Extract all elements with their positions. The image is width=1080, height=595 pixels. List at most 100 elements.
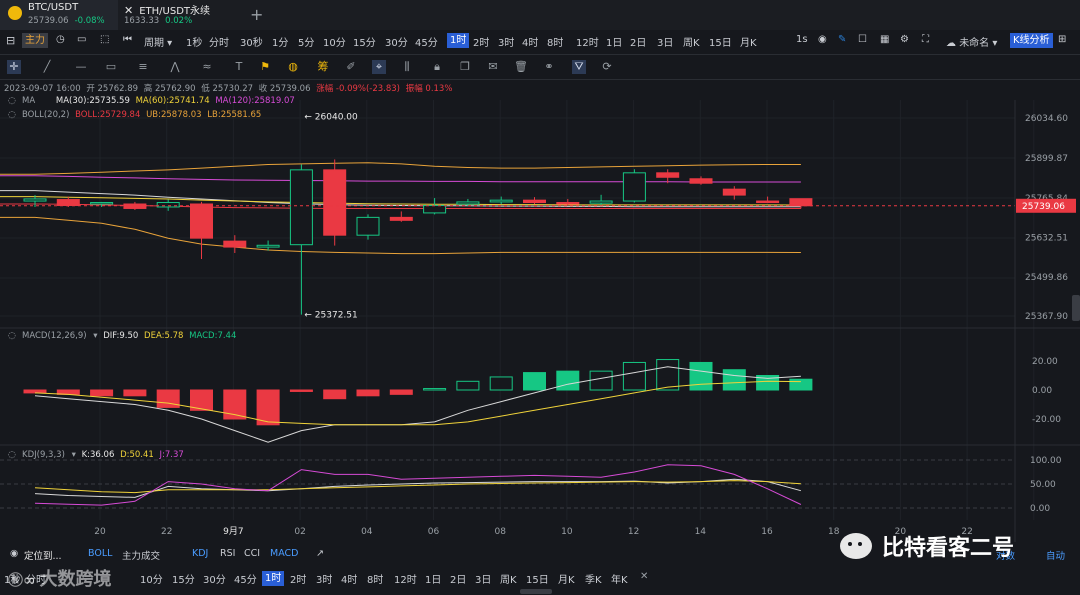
- trend-line-icon[interactable]: ╱: [43, 60, 51, 73]
- brush-icon[interactable]: ✐: [346, 60, 356, 73]
- interval-6[interactable]: 15分: [353, 38, 376, 49]
- settings-icon[interactable]: ⚙: [900, 34, 909, 45]
- camera-icon[interactable]: ◉: [818, 34, 827, 45]
- cloud-layout-dropdown[interactable]: ☁ 未命名 ▾: [946, 38, 998, 49]
- eye-icon[interactable]: ◌: [8, 110, 16, 120]
- expand-icon[interactable]: ⬚: [100, 34, 110, 45]
- bottom-interval-15[interactable]: 周K: [500, 575, 517, 586]
- locate-icon[interactable]: ◉: [10, 548, 19, 559]
- text-icon[interactable]: T: [235, 60, 243, 73]
- grid-icon[interactable]: ▦: [880, 34, 890, 45]
- indicator-rsi[interactable]: RSI: [220, 548, 236, 559]
- bottom-handle[interactable]: [520, 589, 552, 594]
- indicator-cci[interactable]: CCI: [244, 548, 261, 559]
- bottom-interval-9[interactable]: 4时: [341, 575, 358, 586]
- scroll-handle[interactable]: [1072, 295, 1080, 321]
- magnet-icon[interactable]: ⌖: [372, 60, 386, 74]
- interval-14[interactable]: 12时: [576, 38, 599, 49]
- bottom-interval-7[interactable]: 2时: [290, 575, 307, 586]
- clock-icon[interactable]: ◷: [56, 34, 65, 45]
- bottom-interval-13[interactable]: 2日: [450, 575, 467, 586]
- ma-legend[interactable]: MA MA(30):25735.59 MA(60):25741.74 MA(12…: [22, 96, 295, 106]
- lock-icon[interactable]: 🔒︎: [434, 60, 440, 73]
- close-icon[interactable]: ✕: [124, 4, 134, 17]
- interval-4[interactable]: 5分: [298, 38, 315, 49]
- tab-btc-usdt[interactable]: BTC/USDT 25739.06 -0.08%: [0, 0, 118, 30]
- bottom-interval-16[interactable]: 15日: [526, 575, 549, 586]
- gann-icon[interactable]: ◍: [288, 60, 298, 73]
- filter-icon[interactable]: ⛛: [572, 60, 586, 74]
- locate-button[interactable]: 定位到...: [24, 551, 62, 562]
- bottom-interval-17[interactable]: 月K: [558, 575, 575, 586]
- bottom-interval-11[interactable]: 12时: [394, 575, 417, 586]
- interval-16[interactable]: 2日: [630, 38, 647, 49]
- bottom-interval-6[interactable]: 1时: [262, 571, 285, 586]
- interval-8[interactable]: 45分: [415, 38, 438, 49]
- pen-icon[interactable]: ✎: [838, 34, 847, 45]
- bottom-interval-8[interactable]: 3时: [316, 575, 333, 586]
- interval-3[interactable]: 1分: [272, 38, 289, 49]
- bottom-interval-3[interactable]: 15分: [172, 575, 195, 586]
- fullscreen-icon[interactable]: ⛶: [922, 34, 929, 45]
- calendar-icon[interactable]: ▭: [77, 34, 87, 45]
- interval-7[interactable]: 30分: [385, 38, 408, 49]
- interval-13[interactable]: 8时: [547, 38, 564, 49]
- copy-icon[interactable]: ❐: [460, 60, 470, 73]
- bottom-interval-12[interactable]: 1日: [425, 575, 442, 586]
- delete-icon[interactable]: 🗑︎: [514, 60, 528, 73]
- boll-legend[interactable]: BOLL(20,2) BOLL:25729.84 UB:25878.03 LB:…: [22, 110, 261, 120]
- rewind-icon[interactable]: ⏮: [123, 34, 132, 45]
- wave-icon[interactable]: ≈: [202, 60, 212, 73]
- add-tab-icon[interactable]: +: [250, 5, 264, 24]
- interval-1[interactable]: 分时: [209, 38, 229, 49]
- bottom-interval-2[interactable]: 10分: [140, 575, 163, 586]
- layout-icon[interactable]: ⊟: [6, 34, 16, 47]
- pattern-icon[interactable]: 筹: [317, 60, 329, 73]
- fib-icon[interactable]: ⚑: [260, 60, 270, 73]
- bottom-interval-10[interactable]: 8时: [367, 575, 384, 586]
- main-force-button[interactable]: 主力: [22, 33, 48, 48]
- edit-indicator-icon[interactable]: ↗: [316, 548, 324, 559]
- bottom-interval-0[interactable]: 1秒: [4, 575, 21, 586]
- bottom-interval-4[interactable]: 30分: [203, 575, 226, 586]
- eye-icon[interactable]: ◌: [8, 331, 16, 341]
- bottom-interval-19[interactable]: 年K: [611, 575, 628, 586]
- link-icon[interactable]: ⚭: [544, 60, 554, 73]
- bottom-interval-18[interactable]: 季K: [585, 575, 602, 586]
- macd-legend[interactable]: MACD(12,26,9) ▾ DIF:9.50 DEA:5.78 MACD:7…: [22, 331, 236, 341]
- rectangle-icon[interactable]: ▭: [105, 60, 117, 73]
- indicator-macd[interactable]: MACD: [270, 548, 299, 559]
- kdj-legend[interactable]: KDJ(9,3,3) ▾ K:36.06 D:50.41 J:7.37: [22, 450, 184, 460]
- eye-icon[interactable]: ◌: [8, 96, 16, 106]
- one-second-toggle[interactable]: 1s: [796, 34, 808, 45]
- interval-20[interactable]: 月K: [740, 38, 757, 49]
- crosshair-icon[interactable]: ✛: [7, 60, 21, 74]
- indicator-main-volume[interactable]: 主力成交: [122, 551, 161, 562]
- refresh-icon[interactable]: ⟳: [602, 60, 612, 73]
- kline-chart[interactable]: ← 26040.00 ← 25372.51 26034.60 25899.87 257…: [0, 80, 1080, 542]
- note-icon[interactable]: ✉: [488, 60, 498, 73]
- interval-10[interactable]: 2时: [473, 38, 490, 49]
- interval-15[interactable]: 1日: [606, 38, 623, 49]
- tab-eth-usdt[interactable]: ✕ ETH/USDT永续 1633.33 0.02%: [118, 0, 243, 30]
- interval-18[interactable]: 周K: [683, 38, 700, 49]
- pitchfork-icon[interactable]: ⋀: [170, 60, 180, 73]
- log-scale-toggle[interactable]: 对数: [996, 551, 1016, 562]
- eye-icon[interactable]: ◌: [8, 450, 16, 460]
- close-icon[interactable]: ✕: [640, 571, 649, 582]
- interval-0[interactable]: 1秒: [186, 38, 203, 49]
- interval-19[interactable]: 15日: [709, 38, 732, 49]
- collapse-icon[interactable]: ⊞: [1058, 34, 1067, 45]
- kline-analysis-button[interactable]: K线分析: [1010, 33, 1053, 48]
- parallel-channel-icon[interactable]: ≡: [138, 60, 148, 73]
- interval-9[interactable]: 1时: [447, 33, 470, 48]
- auto-scale-toggle[interactable]: 自动: [1046, 551, 1066, 562]
- interval-12[interactable]: 4时: [522, 38, 539, 49]
- bottom-interval-1[interactable]: 分时: [26, 575, 46, 586]
- bottom-interval-14[interactable]: 3日: [475, 575, 492, 586]
- interval-11[interactable]: 3时: [498, 38, 515, 49]
- indicator-kdj[interactable]: KDJ: [192, 548, 209, 559]
- interval-5[interactable]: 10分: [323, 38, 346, 49]
- bottom-interval-5[interactable]: 45分: [234, 575, 257, 586]
- indicator-boll[interactable]: BOLL: [88, 548, 113, 559]
